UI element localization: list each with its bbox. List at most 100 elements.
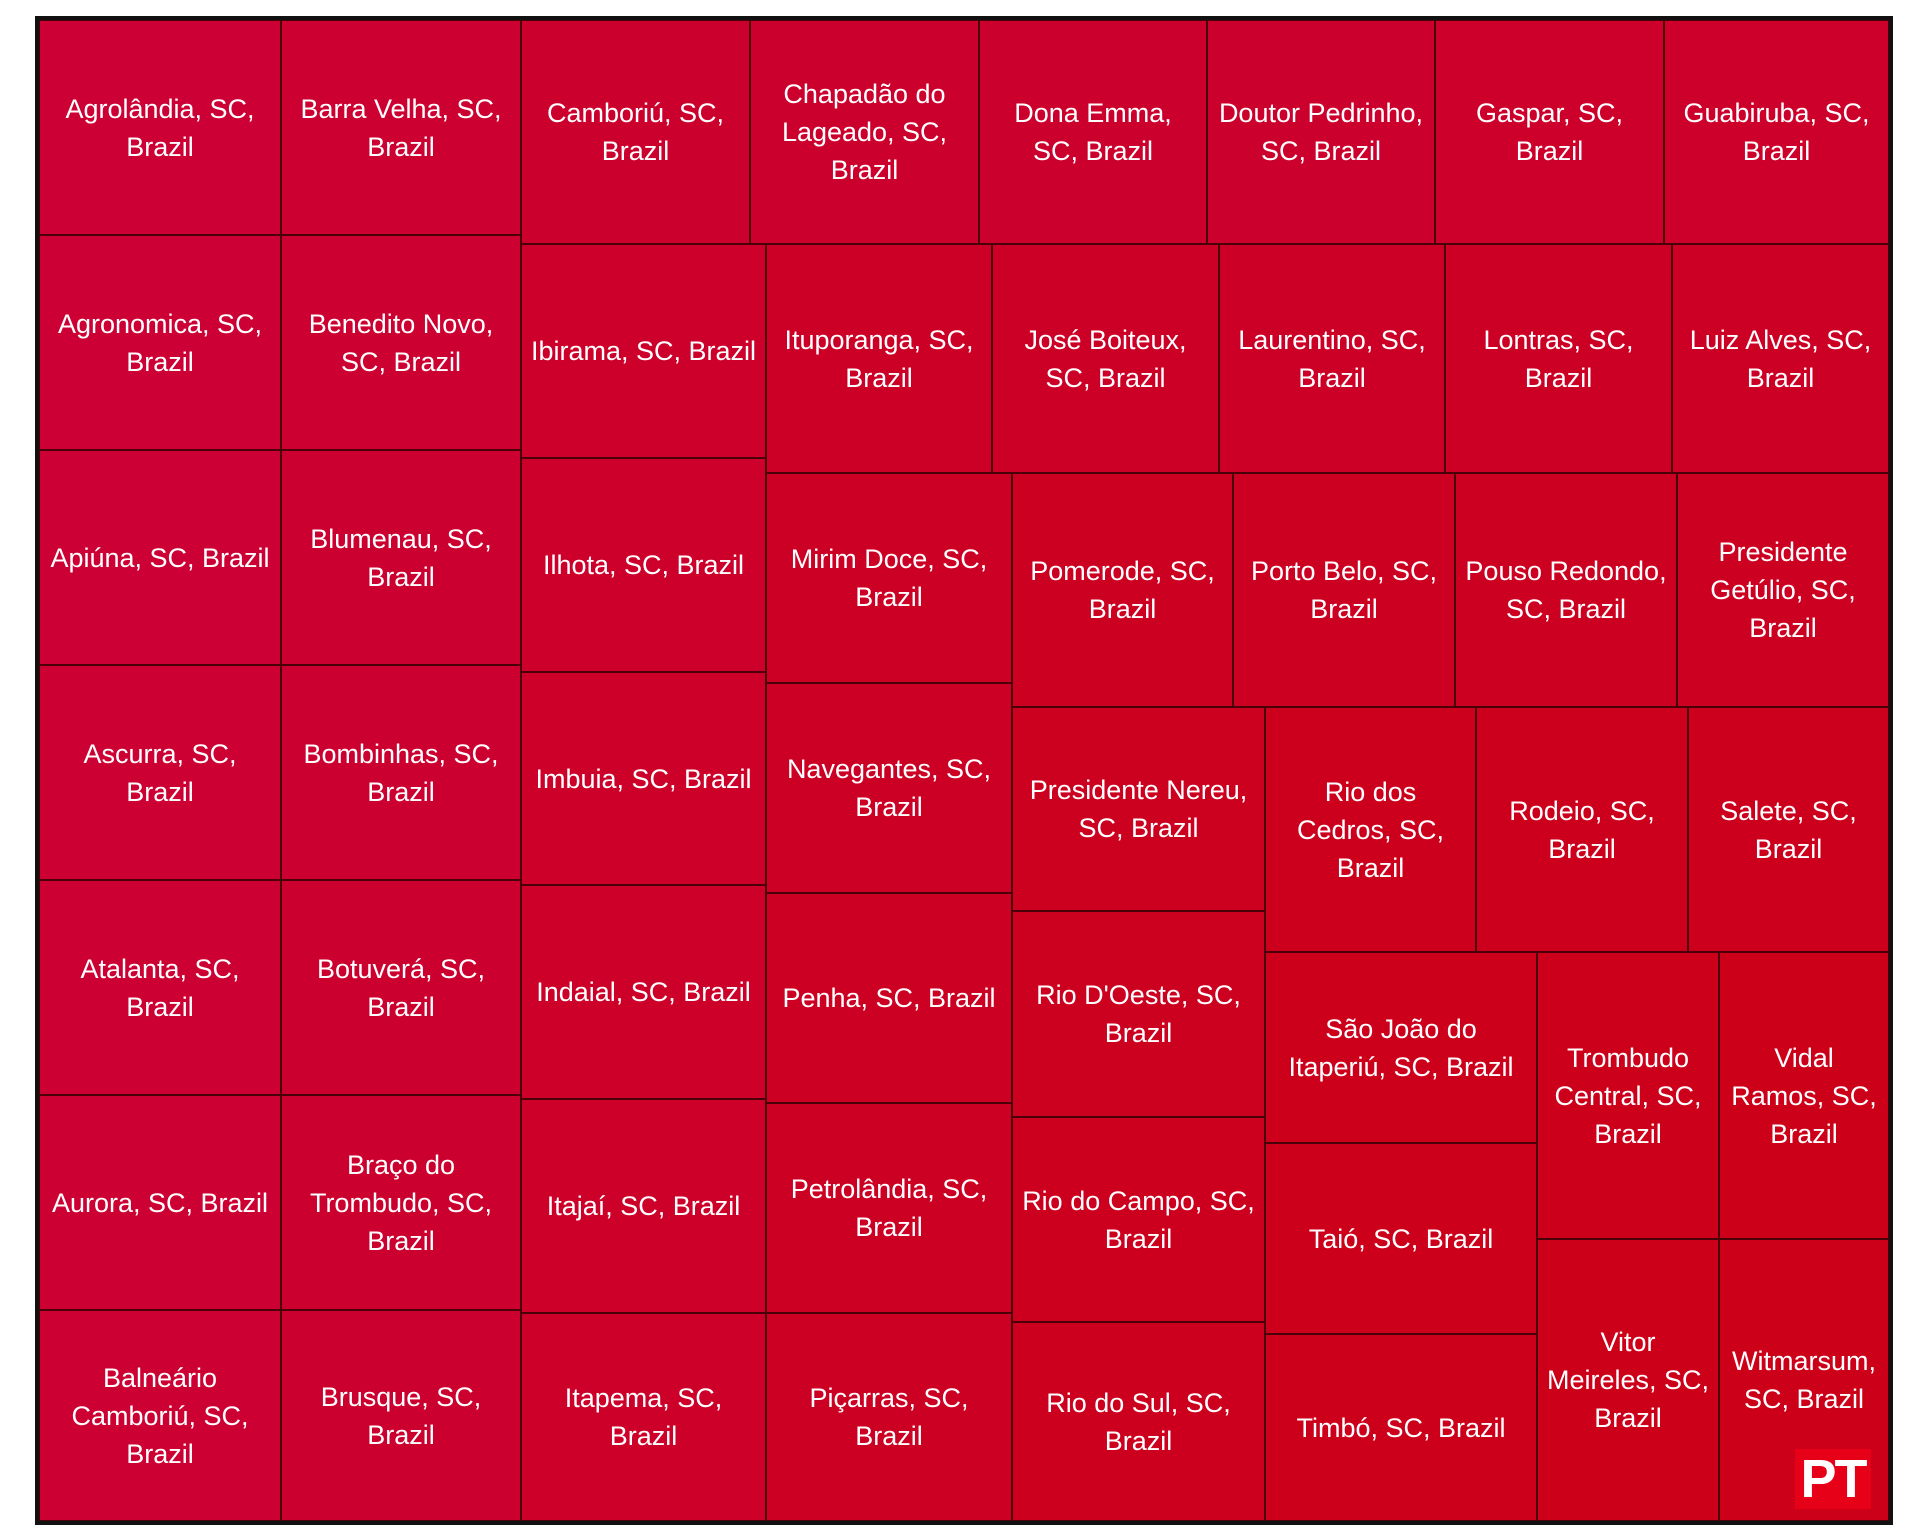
treemap-tile: Vidal Ramos, SC, Brazil: [1719, 952, 1889, 1239]
treemap-tile-label: Presidente Getúlio, SC, Brazil: [1710, 537, 1856, 643]
treemap-tile: Botuverá, SC, Brazil: [281, 880, 521, 1095]
treemap-tile-label: Balneário Camboriú, SC, Brazil: [71, 1362, 249, 1469]
treemap-tile-label: Penha, SC, Brazil: [782, 983, 996, 1013]
treemap-tile-label: Porto Belo, SC, Brazil: [1250, 556, 1438, 624]
treemap-tile-label: Witmarsum, SC, Brazil: [1732, 1346, 1876, 1414]
treemap-tile-label: Benedito Novo, SC, Brazil: [308, 308, 494, 377]
treemap-tile: Itajaí, SC, Brazil: [521, 1099, 766, 1313]
treemap-tile-label: Itajaí, SC, Brazil: [546, 1191, 741, 1221]
treemap-tile: Aurora, SC, Brazil: [39, 1095, 281, 1310]
treemap-tile-label: Lontras, SC, Brazil: [1483, 324, 1634, 393]
treemap-tile: Presidente Getúlio, SC, Brazil: [1677, 473, 1889, 707]
treemap-tile-label: Mirim Doce, SC, Brazil: [790, 544, 988, 612]
treemap-tile-label: Rio dos Cedros, SC, Brazil: [1296, 776, 1445, 883]
treemap-tile-label: Imbuia, SC, Brazil: [535, 763, 752, 794]
treemap-tile: Ibirama, SC, Brazil: [521, 244, 766, 458]
treemap-tile-label: Taió, SC, Brazil: [1308, 1223, 1494, 1254]
treemap-tile-label: Laurentino, SC, Brazil: [1238, 324, 1426, 393]
treemap-chart: Agrolândia, SC, Brazil Agronomica, SC, Br…: [35, 16, 1893, 1525]
treemap-tile-label: Piçarras, SC, Brazil: [809, 1383, 969, 1451]
treemap-tile-label: Atalanta, SC, Brazil: [80, 953, 240, 1022]
treemap-tile: Barra Velha, SC, Brazil: [281, 20, 521, 235]
treemap-tile: São João do Itaperiú, SC, Brazil: [1265, 952, 1537, 1143]
treemap-tile: Rio do Campo, SC, Brazil: [1012, 1117, 1265, 1322]
treemap-tile-label: Indaial, SC, Brazil: [536, 977, 751, 1007]
treemap-tile: Benedito Novo, SC, Brazil: [281, 235, 521, 450]
treemap-tile-label: Braço do Trombudo, SC, Brazil: [309, 1149, 493, 1256]
treemap-tile-label: Rio do Sul, SC, Brazil: [1046, 1387, 1231, 1456]
treemap-tile-label: Bombinhas, SC, Brazil: [303, 738, 499, 807]
treemap-tile-label: Camboriú, SC, Brazil: [546, 98, 725, 166]
treemap-tile-label: Rio D'Oeste, SC, Brazil: [1036, 980, 1241, 1048]
treemap-tile: Rodeio, SC, Brazil: [1476, 707, 1688, 952]
treemap-tile-label: Ilhota, SC, Brazil: [542, 550, 745, 580]
treemap-tile: Doutor Pedrinho, SC, Brazil: [1207, 20, 1435, 244]
treemap-tile: Navegantes, SC, Brazil: [766, 683, 1012, 893]
treemap-tile-label: São João do Itaperiú, SC, Brazil: [1288, 1013, 1514, 1082]
treemap-tile-label: Doutor Pedrinho, SC, Brazil: [1218, 98, 1424, 166]
treemap-tile-label: Guabiruba, SC, Brazil: [1683, 98, 1870, 166]
treemap-tile-label: Agronomica, SC, Brazil: [57, 308, 263, 377]
treemap-tile: Petrolândia, SC, Brazil: [766, 1103, 1012, 1313]
treemap-tile-label: Vidal Ramos, SC, Brazil: [1731, 1042, 1877, 1149]
treemap-tile: Apiúna, SC, Brazil: [39, 450, 281, 665]
treemap-tile: José Boiteux, SC, Brazil: [992, 244, 1219, 473]
treemap-tile-label: Blumenau, SC, Brazil: [310, 523, 492, 592]
treemap-tile: Ascurra, SC, Brazil: [39, 665, 281, 880]
treemap-tile-label: Apiúna, SC, Brazil: [50, 542, 270, 573]
treemap-tile: Itapema, SC, Brazil: [521, 1313, 766, 1521]
pt-logo: PT: [1795, 1449, 1871, 1509]
treemap-tile: Atalanta, SC, Brazil: [39, 880, 281, 1095]
treemap-tile: Vitor Meireles, SC, Brazil: [1537, 1239, 1719, 1521]
treemap-tile: Piçarras, SC, Brazil: [766, 1313, 1012, 1521]
treemap-tile: Mirim Doce, SC, Brazil: [766, 473, 1012, 683]
treemap-tile: Agronomica, SC, Brazil: [39, 235, 281, 450]
treemap-tile: Pouso Redondo, SC, Brazil: [1455, 473, 1677, 707]
treemap-tile-label: Vitor Meireles, SC, Brazil: [1546, 1327, 1710, 1433]
treemap-tile-label: Pomerode, SC, Brazil: [1030, 556, 1215, 624]
treemap-tile: Ituporanga, SC, Brazil: [766, 244, 992, 473]
treemap-tile: Luiz Alves, SC, Brazil: [1672, 244, 1889, 473]
treemap-tile: Gaspar, SC, Brazil: [1435, 20, 1664, 244]
treemap-tile-label: Trombudo Central, SC, Brazil: [1554, 1042, 1702, 1149]
treemap-tile-label: Aurora, SC, Brazil: [51, 1187, 269, 1218]
treemap-tile-label: Ascurra, SC, Brazil: [83, 738, 237, 807]
treemap-tile: Rio do Sul, SC, Brazil: [1012, 1322, 1265, 1521]
treemap-tile-label: Presidente Nereu, SC, Brazil: [1029, 775, 1248, 843]
treemap-tile: Chapadão do Lageado, SC, Brazil: [750, 20, 979, 244]
treemap-tile-label: Itapema, SC, Brazil: [564, 1383, 723, 1451]
treemap-tile-label: Rodeio, SC, Brazil: [1509, 795, 1655, 864]
treemap-tile: Bombinhas, SC, Brazil: [281, 665, 521, 880]
treemap-tile: Braço do Trombudo, SC, Brazil: [281, 1095, 521, 1310]
treemap-tile-label: José Boiteux, SC, Brazil: [1024, 324, 1187, 393]
treemap-tile-label: Navegantes, SC, Brazil: [786, 754, 992, 822]
treemap-tile-label: Pouso Redondo, SC, Brazil: [1465, 556, 1667, 624]
treemap-tile: Penha, SC, Brazil: [766, 893, 1012, 1103]
treemap-tile: Indaial, SC, Brazil: [521, 885, 766, 1099]
treemap-tile: Presidente Nereu, SC, Brazil: [1012, 707, 1265, 911]
treemap-tile-label: Petrolândia, SC, Brazil: [790, 1174, 988, 1242]
treemap-tile: Porto Belo, SC, Brazil: [1233, 473, 1455, 707]
treemap-tile-label: Salete, SC, Brazil: [1720, 795, 1857, 864]
treemap-tile-label: Brusque, SC, Brazil: [320, 1381, 482, 1450]
treemap-tile: Camboriú, SC, Brazil: [521, 20, 750, 244]
treemap-tile: Timbó, SC, Brazil: [1265, 1334, 1537, 1521]
treemap-tile: Blumenau, SC, Brazil: [281, 450, 521, 665]
treemap-tile-label: Ibirama, SC, Brazil: [530, 336, 757, 366]
treemap-tile: Guabiruba, SC, Brazil: [1664, 20, 1889, 244]
treemap-tile-label: Chapadão do Lageado, SC, Brazil: [781, 79, 948, 185]
treemap-tile: Rio D'Oeste, SC, Brazil: [1012, 911, 1265, 1117]
treemap-tile-label: Rio do Campo, SC, Brazil: [1022, 1185, 1255, 1254]
treemap-tile-label: Timbó, SC, Brazil: [1296, 1412, 1506, 1443]
treemap-tile-label: Barra Velha, SC, Brazil: [300, 93, 502, 162]
treemap-tile: Agrolândia, SC, Brazil: [39, 20, 281, 235]
treemap-tile-label: Agrolândia, SC, Brazil: [65, 93, 255, 162]
treemap-tile: Rio dos Cedros, SC, Brazil: [1265, 707, 1476, 952]
treemap-tile: Imbuia, SC, Brazil: [521, 672, 766, 885]
treemap-tile: Lontras, SC, Brazil: [1445, 244, 1672, 473]
treemap-tile: Laurentino, SC, Brazil: [1219, 244, 1445, 473]
treemap-tile-label: Gaspar, SC, Brazil: [1475, 98, 1624, 166]
treemap-tile: Taió, SC, Brazil: [1265, 1143, 1537, 1334]
treemap-tile: Ilhota, SC, Brazil: [521, 458, 766, 672]
treemap-tile-label: Botuverá, SC, Brazil: [316, 953, 486, 1022]
